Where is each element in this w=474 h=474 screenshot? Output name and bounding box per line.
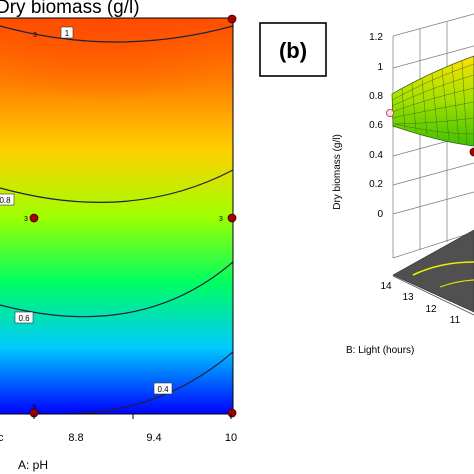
x-tick-label-10: 10 [225, 432, 237, 444]
design-point-center [29, 213, 39, 223]
contour-label-0.8: 0.8 [0, 193, 15, 206]
z-tick-0.8: 0.8 [369, 91, 383, 102]
contour-label-text-0.6: 0.6 [18, 314, 30, 323]
floor-contour-1 [412, 261, 474, 276]
contour-label-text-0.4: 0.4 [157, 385, 169, 394]
z-axis: 1.2 1 0.8 0.6 0.4 0.2 0 Dry biomass (g/l… [332, 32, 383, 220]
contour-line-0.4 [60, 351, 233, 414]
replicate-count-right: 3 [219, 216, 223, 223]
design-point-top-right [227, 14, 237, 24]
hot-spot-shading [0, 18, 233, 138]
y-axis-line [392, 275, 474, 316]
surface-design-point-red [469, 147, 474, 157]
replicate-count-center: 3 [24, 216, 28, 223]
surface-panel: (b) [259, 13, 474, 356]
y-tick-12: 12 [425, 304, 437, 315]
replicate-count-top: 3 [33, 32, 37, 39]
contour-label-text-1: 1 [65, 29, 70, 38]
y-axis-label: B: Light (hours) [346, 345, 414, 356]
panel-label-box [259, 22, 327, 77]
design-points [29, 14, 237, 418]
surface-design-point-pink [385, 109, 394, 118]
design-point-bottom-right [227, 408, 237, 418]
y-axis: 14 13 12 11 B: Light (hours) [346, 275, 474, 356]
x-tick-label-8.8: 8.8 [68, 432, 83, 444]
x-axis: 8.8 9.4 10 c A: pH [0, 414, 237, 472]
contour-label-0.6: 0.6 [14, 311, 34, 324]
contour-label-0.4: 0.4 [153, 382, 173, 395]
z-tick-1: 1 [377, 62, 383, 73]
panel-label: (b) [279, 38, 307, 63]
z-tick-0.6: 0.6 [369, 120, 383, 131]
y-tick-13: 13 [402, 292, 414, 303]
contour-label-text-0.8: 0.8 [0, 196, 11, 205]
x-tick-label-cut: c [0, 432, 4, 444]
chart-title: Dry biomass (g/l) [0, 0, 140, 18]
contour-line-0.6 [0, 261, 233, 318]
floor-plane [392, 229, 474, 313]
z-tick-0.4: 0.4 [369, 150, 383, 161]
contour-line-1 [0, 25, 233, 43]
contour-panel: Dry biomass (g/l) 1 0.8 0.6 0.4 [0, 0, 237, 472]
z-tick-0: 0 [377, 209, 383, 220]
z-tick-0.2: 0.2 [369, 179, 383, 190]
x-axis-label: A: pH [18, 458, 48, 472]
surface-mesh [391, 60, 474, 145]
y-tick-11: 11 [450, 315, 461, 326]
y-tick-14: 14 [380, 281, 392, 292]
x-tick-label-9.4: 9.4 [146, 432, 161, 444]
design-point-right-mid [227, 213, 237, 223]
z-tick-1.2: 1.2 [369, 32, 383, 43]
replicate-count-bottom: 3 [32, 404, 36, 411]
contour-label-1: 1 [60, 26, 74, 39]
floor-contour-2 [439, 279, 474, 288]
contour-line-0.8 [0, 169, 233, 203]
response-surface [391, 55, 474, 147]
z-axis-label: Dry biomass (g/l) [332, 134, 343, 210]
